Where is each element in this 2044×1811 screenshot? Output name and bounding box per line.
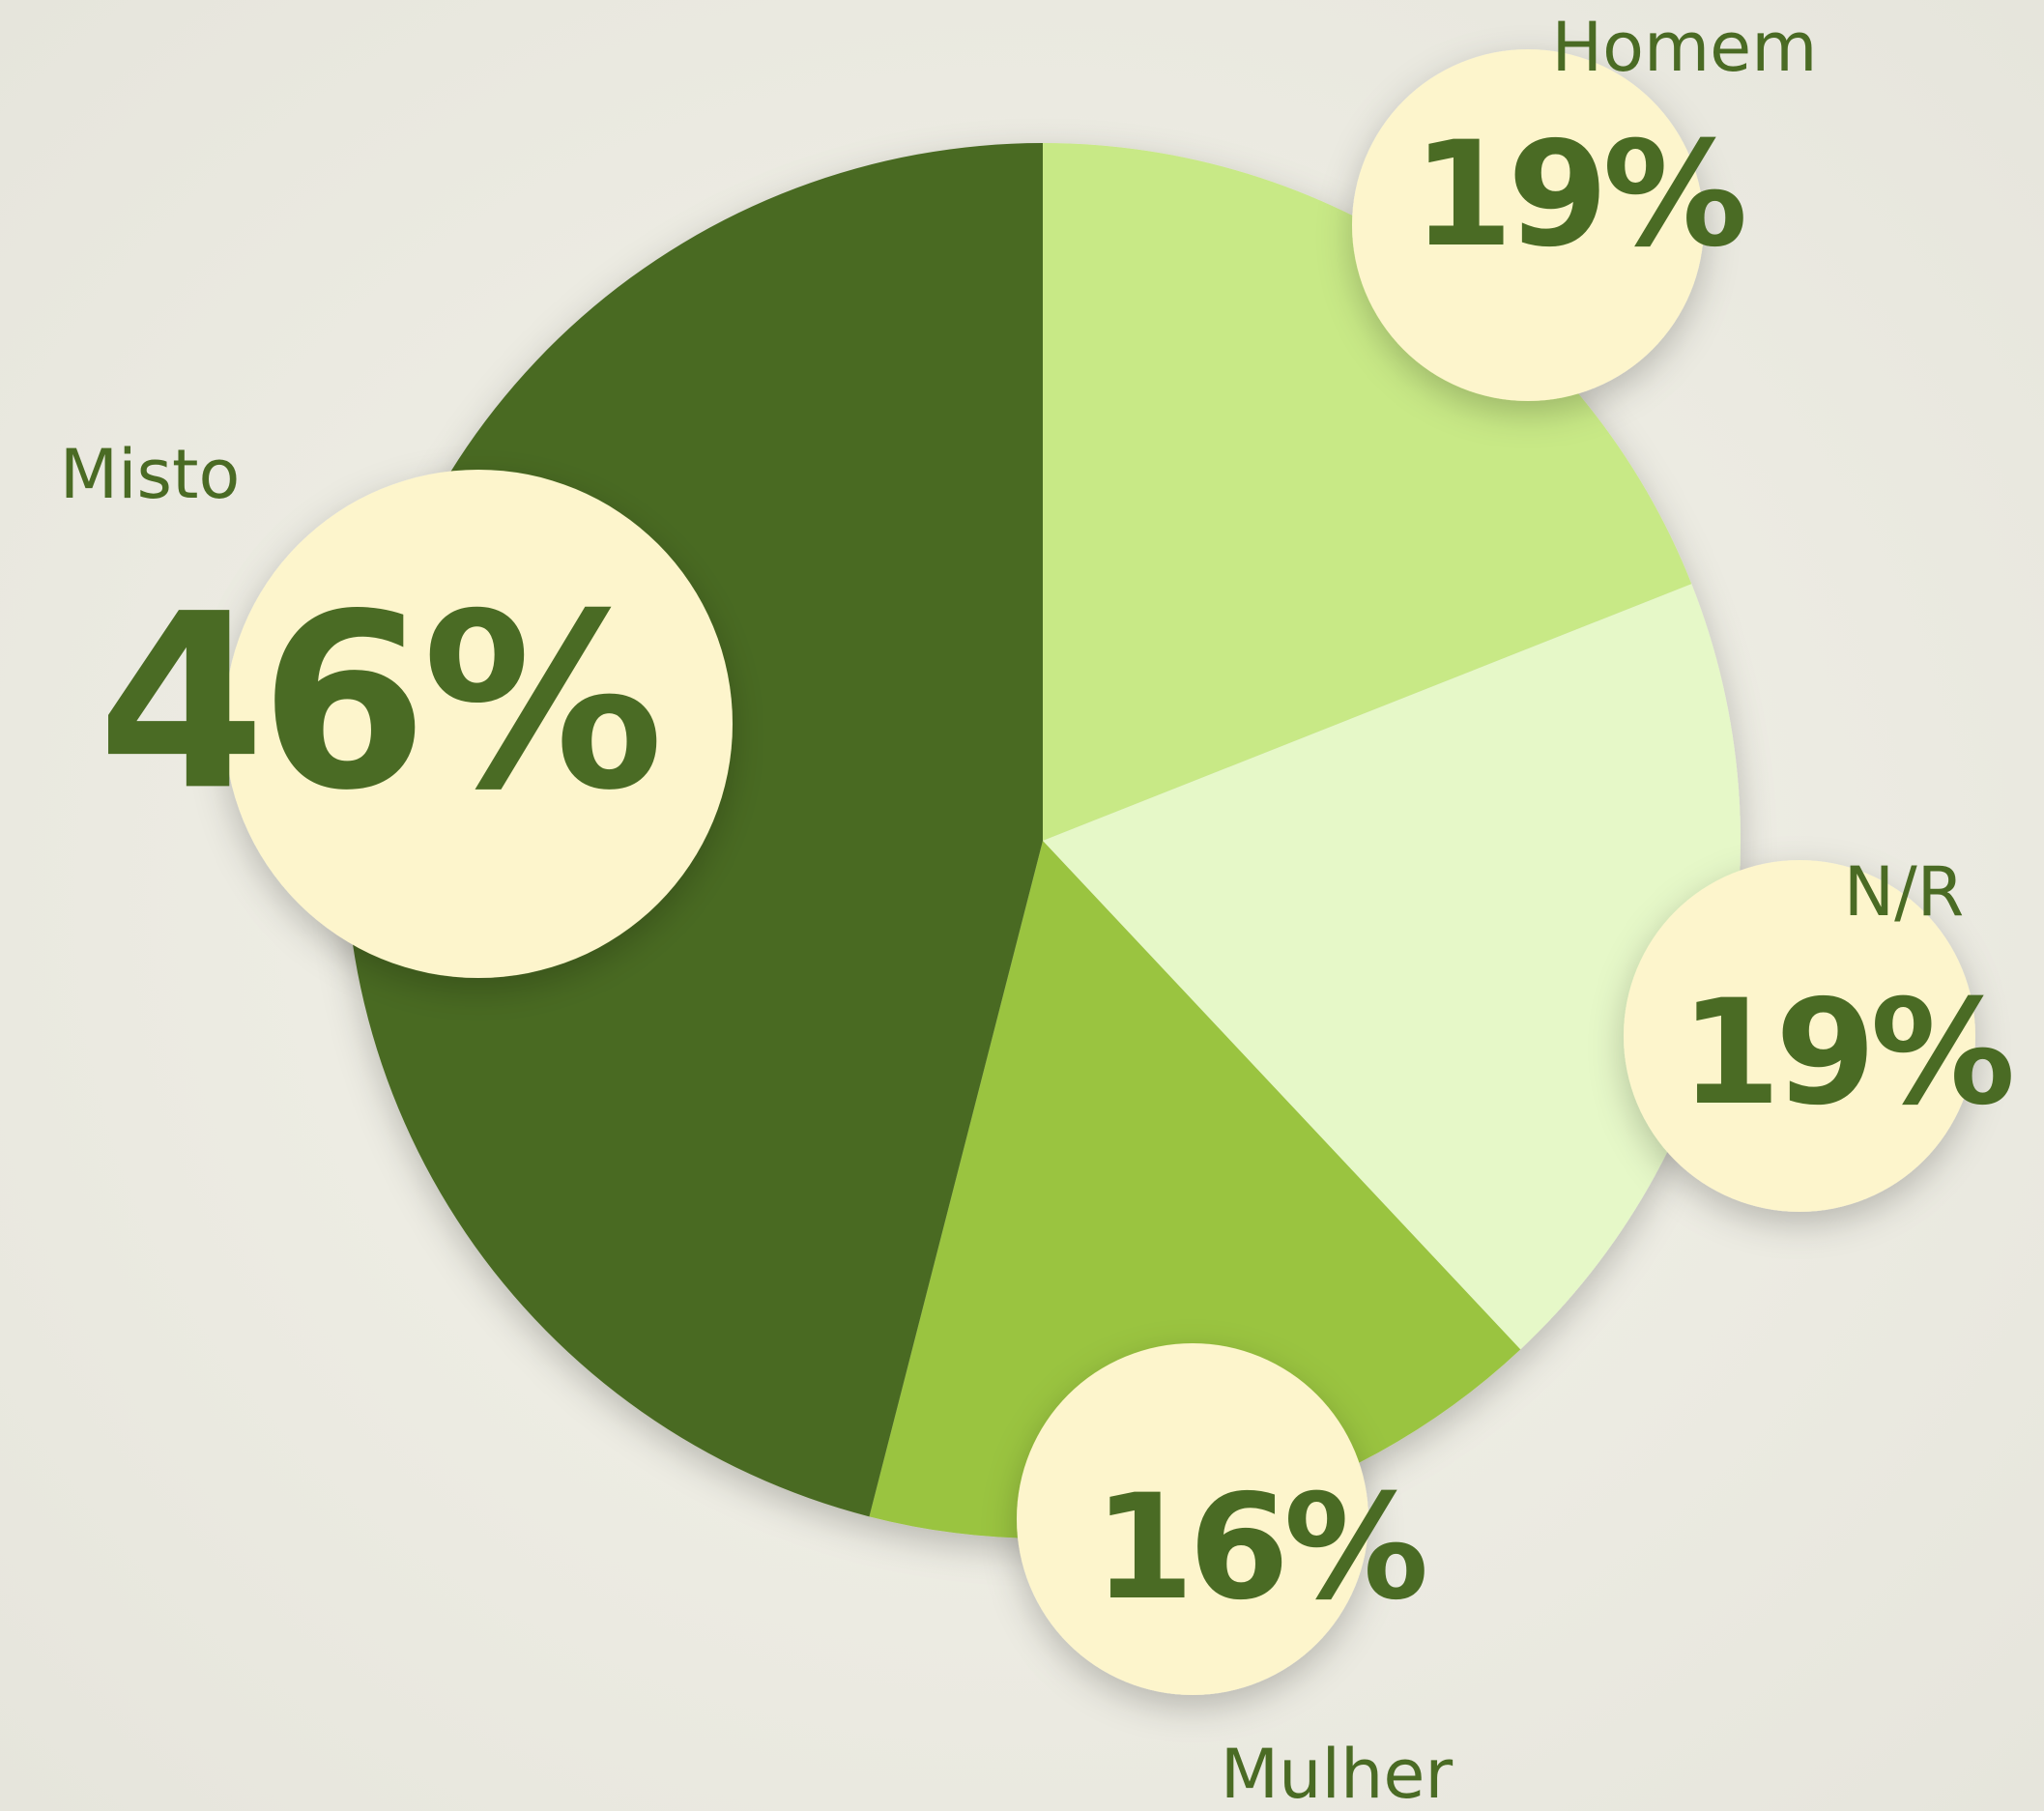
chart: Homem 19% N/R 19% Mulher 16% Misto 46% <box>0 0 2044 1811</box>
value-label: 16% <box>1093 1464 1425 1632</box>
value-label: 19% <box>1680 969 2011 1137</box>
category-label: Misto <box>60 435 241 514</box>
page: Homem19%N/R19%Mulher16%Misto46% (() => {… <box>0 0 2044 1811</box>
category-label: Homem <box>1552 8 1818 87</box>
value-label: 19% <box>1412 111 1743 279</box>
value-label: 46% <box>98 561 658 843</box>
category-label: N/R <box>1844 852 1965 932</box>
category-label: Mulher <box>1221 1735 1454 1811</box>
